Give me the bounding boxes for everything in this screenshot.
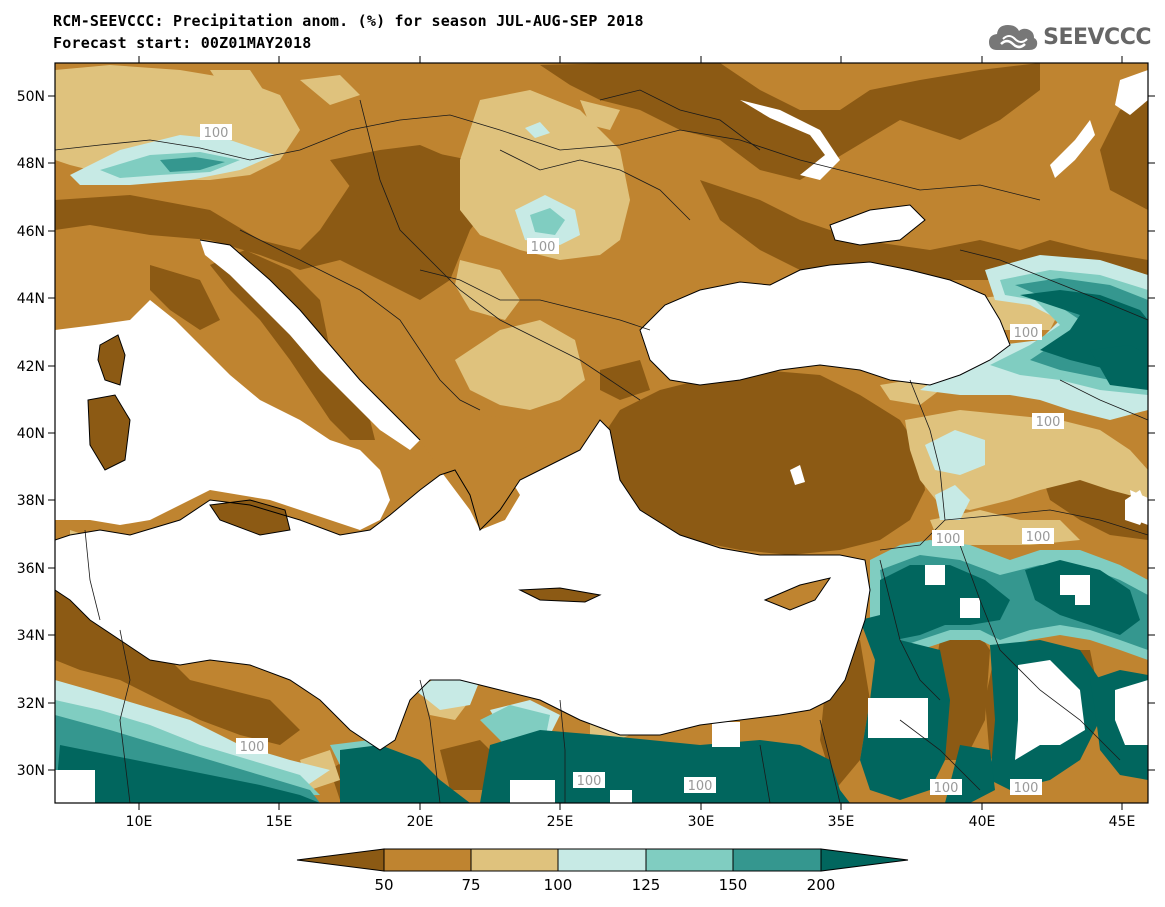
svg-text:100: 100 [936, 532, 961, 547]
contour-label: 100 [1010, 324, 1042, 341]
colorbar [296, 848, 909, 872]
map-field [55, 63, 1148, 803]
contour-label: 100 [684, 777, 716, 794]
axis-ticks [48, 56, 1155, 810]
svg-text:100: 100 [240, 740, 265, 755]
contour-label: 100 [930, 779, 962, 796]
contour-label: 100 [1010, 779, 1042, 796]
cloud-icon [989, 25, 1038, 50]
contour-label: 100 [236, 738, 268, 755]
colorbar-tick: 125 [632, 876, 661, 894]
country-borders [55, 89, 1148, 803]
contour-label: 100 [1032, 413, 1064, 430]
colorbar-segment-lt50 [296, 848, 385, 872]
greece [420, 410, 560, 530]
lon-label: 20E [407, 814, 434, 830]
seevccc-logo: SEEVCCC [987, 20, 1151, 54]
lat-label: 30N [17, 763, 45, 779]
colorbar-segment-150-200 [732, 848, 822, 872]
lon-label: 15E [266, 814, 293, 830]
wet-extreme-regions [55, 290, 1148, 803]
colorbar-tick: 200 [807, 876, 836, 894]
svg-text:100: 100 [1036, 415, 1061, 430]
svg-text:100: 100 [1014, 781, 1039, 796]
longitude-labels: 10E 15E 20E 25E 30E 35E 40E 45E [126, 814, 1136, 830]
lat-label: 42N [17, 359, 45, 375]
map-title: RCM-SEEVCCC: Precipitation anom. (%) for… [53, 12, 644, 30]
svg-text:100: 100 [204, 126, 229, 141]
colorbar-segment-gt200 [820, 848, 909, 872]
lat-label: 34N [17, 628, 45, 644]
colorbar-tick: 150 [719, 876, 748, 894]
lat-label: 32N [17, 696, 45, 712]
contour-label: 100 [200, 124, 232, 141]
colorbar-segment-100-125 [557, 848, 647, 872]
lat-label: 36N [17, 561, 45, 577]
logo-text: SEEVCCC [1043, 24, 1151, 50]
colorbar-tick: 50 [374, 876, 393, 894]
lon-label: 10E [126, 814, 153, 830]
colorbar-tick: 75 [461, 876, 480, 894]
sea-mask [55, 70, 1148, 803]
lat-label: 50N [17, 89, 45, 105]
lon-label: 30E [688, 814, 715, 830]
lat-label: 46N [17, 224, 45, 240]
contour-label: 100 [527, 238, 559, 255]
contour-label: 100 [1022, 528, 1054, 545]
svg-text:100: 100 [577, 774, 602, 789]
svg-text:100: 100 [1026, 530, 1051, 545]
lon-label: 25E [547, 814, 574, 830]
svg-text:100: 100 [688, 779, 713, 794]
lat-label: 48N [17, 156, 45, 172]
islands [88, 335, 830, 610]
contour-label: 100 [932, 530, 964, 547]
colorbar-tick: 100 [544, 876, 573, 894]
lat-label: 40N [17, 426, 45, 442]
colorbar-segment-50-75 [383, 848, 472, 872]
latitude-labels: 50N 48N 46N 44N 42N 40N 38N 36N 34N 32N … [17, 89, 45, 779]
svg-text:100: 100 [531, 240, 556, 255]
lon-label: 45E [1109, 814, 1136, 830]
lon-label: 35E [828, 814, 855, 830]
lat-label: 44N [17, 291, 45, 307]
colorbar-tick-labels: 50 75 100 125 150 200 [374, 876, 835, 894]
lon-label: 40E [969, 814, 996, 830]
colorbar-segment-75-100 [470, 848, 559, 872]
contour-label: 100 [573, 772, 605, 789]
colorbar-segment-125-150 [645, 848, 734, 872]
svg-text:100: 100 [934, 781, 959, 796]
forecast-start-label: Forecast start: 00Z01MAY2018 [53, 34, 312, 52]
svg-text:100: 100 [1014, 326, 1039, 341]
coastlines [55, 204, 1011, 751]
lat-label: 38N [17, 493, 45, 509]
contour-labels: 100 100 100 100 100 100 100 100 [200, 124, 1064, 796]
